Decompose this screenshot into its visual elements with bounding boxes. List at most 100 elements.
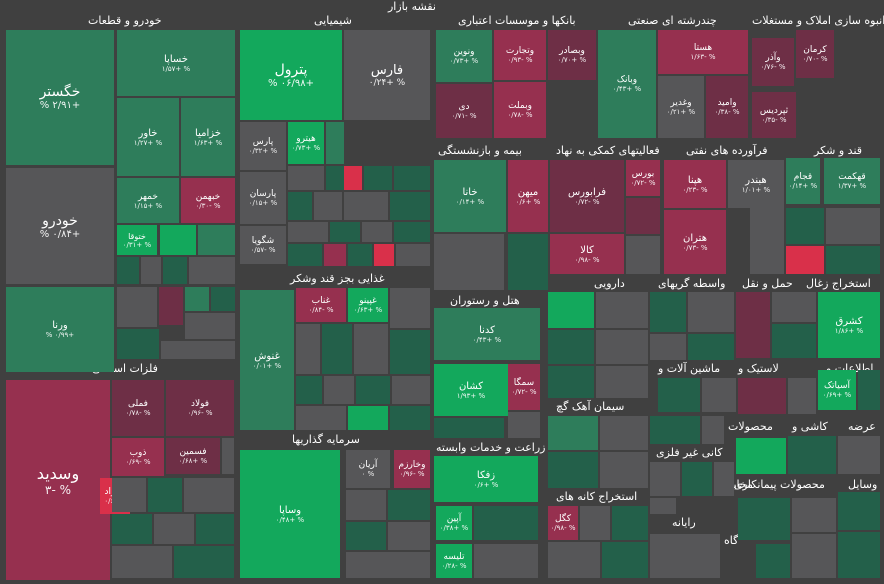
stock-tile-arian[interactable]: آریان ۰ %	[346, 450, 390, 488]
sector-header-rayane[interactable]: رایانه	[672, 516, 696, 529]
unlabeled-stock-tile[interactable]	[394, 222, 430, 242]
unlabeled-stock-tile[interactable]	[198, 225, 235, 255]
unlabeled-stock-tile[interactable]	[600, 452, 648, 488]
unlabeled-stock-tile[interactable]	[390, 406, 430, 430]
unlabeled-stock-tile[interactable]	[548, 292, 594, 328]
stock-tile-vkharazm[interactable]: وخارزم ۰/۹۶- %	[394, 450, 430, 488]
unlabeled-stock-tile[interactable]	[838, 532, 880, 578]
stock-tile-khodro[interactable]: خودرو% ۰/۸۴+	[6, 168, 114, 284]
unlabeled-stock-tile[interactable]	[396, 244, 430, 266]
unlabeled-stock-tile[interactable]	[112, 514, 152, 544]
unlabeled-stock-tile[interactable]	[792, 498, 836, 532]
sector-header-sarmaye[interactable]: سرمایه گذاریها	[292, 433, 360, 446]
unlabeled-stock-tile[interactable]	[596, 330, 648, 364]
unlabeled-stock-tile[interactable]	[296, 376, 322, 404]
unlabeled-stock-tile[interactable]	[826, 208, 880, 244]
unlabeled-stock-tile[interactable]	[117, 257, 139, 284]
unlabeled-stock-tile[interactable]	[688, 292, 734, 332]
unlabeled-stock-tile[interactable]	[392, 376, 430, 404]
unlabeled-stock-tile[interactable]	[390, 288, 430, 328]
unlabeled-stock-tile[interactable]	[786, 208, 824, 244]
unlabeled-stock-tile[interactable]	[858, 370, 880, 410]
sector-header-mashin[interactable]: ماشین آلات و	[658, 362, 721, 375]
sector-header-faravarde[interactable]: فرآورده های نفتی	[686, 144, 768, 157]
unlabeled-stock-tile[interactable]	[314, 192, 342, 220]
unlabeled-stock-tile[interactable]	[474, 506, 538, 540]
sector-header-ghand[interactable]: قند و شکر	[814, 144, 863, 157]
unlabeled-stock-tile[interactable]	[702, 416, 724, 444]
stock-tile-ghahekmat[interactable]: قهکمت ۱/۳۷+ %	[824, 158, 880, 204]
unlabeled-stock-tile[interactable]	[736, 292, 770, 358]
sector-header-kashi[interactable]: کاشی و	[792, 420, 828, 433]
sector-header-mahsoolat[interactable]: محصولات	[728, 420, 773, 433]
sector-header-estekhraj-kane[interactable]: استخراج کانه های	[556, 490, 638, 503]
unlabeled-stock-tile[interactable]	[388, 522, 430, 550]
stock-tile-vbmellat[interactable]: وبملت ۰/۷۸- %	[494, 82, 546, 138]
unlabeled-stock-tile[interactable]	[288, 166, 324, 190]
unlabeled-stock-tile[interactable]	[112, 546, 172, 578]
unlabeled-stock-tile[interactable]	[626, 236, 660, 274]
unlabeled-stock-tile[interactable]	[612, 506, 648, 540]
sector-header-lastik[interactable]: لاستیک و	[738, 362, 779, 375]
stock-tile-apin[interactable]: آپین ۰/۳۸+ %	[436, 506, 472, 540]
stock-tile-kerman[interactable]: کرمان ۰/۷۰- %	[796, 30, 834, 78]
unlabeled-stock-tile[interactable]	[185, 287, 209, 311]
unlabeled-stock-tile[interactable]	[548, 366, 594, 398]
unlabeled-stock-tile[interactable]	[838, 436, 880, 474]
stock-tile-verna[interactable]: ورنا% ۰/۹۹+	[6, 287, 114, 372]
stock-tile-khana[interactable]: خانا ۰/۱۴+ %	[434, 160, 506, 232]
unlabeled-stock-tile[interactable]	[117, 329, 159, 359]
unlabeled-stock-tile[interactable]	[682, 462, 712, 496]
unlabeled-stock-tile[interactable]	[736, 438, 786, 474]
stock-tile-hbandar[interactable]: هبندر ۱/۰۱+ %	[728, 160, 784, 208]
unlabeled-stock-tile[interactable]	[174, 546, 234, 578]
stock-tile-hesta[interactable]: هستا ۱/۶۳- %	[658, 30, 748, 74]
unlabeled-stock-tile[interactable]	[288, 192, 312, 220]
unlabeled-stock-tile[interactable]	[772, 292, 816, 322]
sector-header-shimiai[interactable]: شیمیایی	[314, 14, 352, 27]
stock-tile-asiatek[interactable]: آسیاتک ۰/۶۹+ %	[818, 370, 856, 410]
unlabeled-stock-tile[interactable]	[326, 166, 344, 190]
stock-tile-ghenab[interactable]: غناب ۰/۸۴- %	[296, 288, 346, 322]
unlabeled-stock-tile[interactable]	[288, 244, 322, 266]
unlabeled-stock-tile[interactable]	[112, 478, 146, 512]
stock-tile-zob[interactable]: ذوب ۰/۶۹- %	[112, 438, 164, 476]
stock-tile-mihan[interactable]: میهن ۰/۶+ %	[508, 160, 548, 232]
unlabeled-stock-tile[interactable]	[344, 192, 388, 220]
stock-tile-semga[interactable]: سمگا ۰/۷۲- %	[508, 364, 540, 410]
unlabeled-stock-tile[interactable]	[788, 378, 816, 414]
unlabeled-stock-tile[interactable]	[792, 534, 836, 578]
stock-tile-separdis[interactable]: ثپردیس ۰/۳۵- %	[752, 92, 796, 138]
unlabeled-stock-tile[interactable]	[185, 313, 235, 339]
unlabeled-stock-tile[interactable]	[838, 492, 880, 530]
stock-tile-kala[interactable]: کالا ۰/۹۸- %	[550, 234, 624, 274]
stock-tile-vtejarat[interactable]: وتجارت ۰/۹۳- %	[494, 30, 546, 80]
unlabeled-stock-tile[interactable]	[772, 324, 816, 358]
stock-tile-vamid[interactable]: وامید ۰/۳۸- %	[706, 76, 748, 138]
unlabeled-stock-tile[interactable]	[148, 478, 182, 512]
sector-header-kani[interactable]: کانی غیر فلزی	[656, 446, 723, 459]
sector-header-vasete[interactable]: واسطه گریهای	[658, 277, 726, 290]
unlabeled-stock-tile[interactable]	[324, 244, 346, 266]
unlabeled-stock-tile[interactable]	[738, 498, 790, 540]
unlabeled-stock-tile[interactable]	[141, 257, 161, 284]
unlabeled-stock-tile[interactable]	[596, 366, 648, 398]
stock-tile-khbahman[interactable]: خبهمن ۰/۳۰- %	[181, 178, 235, 223]
unlabeled-stock-tile[interactable]	[374, 244, 394, 266]
unlabeled-stock-tile[interactable]	[788, 436, 836, 474]
unlabeled-stock-tile[interactable]	[324, 376, 354, 404]
stock-tile-parsan[interactable]: پارسان ۰/۱۵+ %	[240, 172, 286, 224]
unlabeled-stock-tile[interactable]	[163, 257, 187, 284]
stock-tile-khsapa[interactable]: خساپا ۱/۵۷+ %	[117, 30, 235, 96]
sector-header-anbooh[interactable]: انبوه سازی املاک و مستغلات	[752, 14, 884, 27]
unlabeled-stock-tile[interactable]	[394, 166, 430, 190]
unlabeled-stock-tile[interactable]	[161, 341, 235, 359]
stock-tile-fars[interactable]: فارس ۰/۲۴+ %	[344, 30, 430, 120]
unlabeled-stock-tile[interactable]	[650, 534, 720, 578]
unlabeled-stock-tile[interactable]	[346, 490, 386, 520]
stock-tile-shgooya[interactable]: شگویا ۰/۵۷- %	[240, 226, 286, 264]
unlabeled-stock-tile[interactable]	[362, 222, 392, 242]
unlabeled-stock-tile[interactable]	[738, 378, 786, 414]
unlabeled-stock-tile[interactable]	[750, 208, 784, 274]
unlabeled-stock-tile[interactable]	[348, 244, 372, 266]
